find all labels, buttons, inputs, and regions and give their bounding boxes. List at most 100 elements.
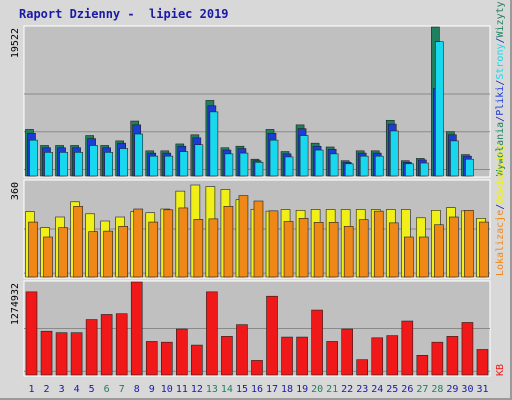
bar-kb-day-26 xyxy=(401,320,414,376)
bar-files-day-11 xyxy=(179,151,189,177)
x-tick-label: 27 xyxy=(416,384,428,395)
legend-entry: Strony xyxy=(495,44,506,80)
x-tick-label: 8 xyxy=(134,384,140,395)
x-tick-label: 21 xyxy=(326,384,338,395)
bar-sites-day-16 xyxy=(253,200,264,278)
x-tick-label: 24 xyxy=(371,384,383,395)
bar-files-day-28 xyxy=(435,41,444,177)
x-tick-label: 9 xyxy=(149,384,155,395)
bar-sites-day-19 xyxy=(298,218,309,278)
bar-sites-day-27 xyxy=(419,236,429,278)
x-tick-label: 7 xyxy=(119,384,125,395)
bar-files-day-20 xyxy=(314,149,324,177)
bar-kb-day-31 xyxy=(476,349,489,376)
bar-sites-day-28 xyxy=(434,224,444,278)
legend-entry: / xyxy=(495,116,506,122)
bar-kb-day-18 xyxy=(281,336,293,376)
bar-kb-day-14 xyxy=(221,336,233,376)
x-tick-label: 20 xyxy=(311,384,323,395)
legend-middle: Lokalizacje/Odwiedziny xyxy=(495,144,506,276)
bar-sites-day-14 xyxy=(223,206,234,278)
bar-sites-day-20 xyxy=(313,222,324,278)
bar-sites-day-22 xyxy=(343,226,354,278)
bar-files-day-18 xyxy=(284,156,294,177)
bar-kb-day-13 xyxy=(206,291,218,376)
legend-entry: Wywołania xyxy=(495,122,506,176)
bar-files-day-26 xyxy=(405,163,414,177)
bar-files-day-27 xyxy=(420,162,429,177)
legend-entry: / xyxy=(495,80,506,86)
bar-sites-day-18 xyxy=(283,221,294,278)
x-tick-label: 1 xyxy=(29,384,35,395)
bar-sites-day-9 xyxy=(148,221,159,278)
bar-files-day-30 xyxy=(465,158,474,177)
legend-entry: Pliki xyxy=(495,86,506,116)
bar-sites-day-13 xyxy=(208,218,219,278)
bar-files-day-4 xyxy=(74,152,83,177)
x-tick-label: 10 xyxy=(161,384,173,395)
bar-kb-day-22 xyxy=(341,328,353,376)
bar-sites-day-30 xyxy=(464,210,474,278)
bar-files-day-2 xyxy=(44,152,53,177)
bar-kb-day-29 xyxy=(446,336,459,376)
bar-kb-day-1 xyxy=(25,291,38,376)
bar-kb-day-12 xyxy=(191,344,203,376)
bar-files-day-12 xyxy=(194,144,204,177)
bar-sites-day-15 xyxy=(238,195,249,278)
legend-entry: / xyxy=(495,37,506,43)
legend-entry: KB xyxy=(495,364,506,376)
legend-top: Wywołania/Pliki/Strony/Wizyty xyxy=(495,1,506,176)
bar-kb-day-7 xyxy=(115,313,128,376)
bar-sites-day-6 xyxy=(103,230,113,278)
bar-sites-day-5 xyxy=(88,231,98,278)
bar-files-day-15 xyxy=(239,152,249,177)
x-tick-label: 30 xyxy=(461,384,473,395)
bar-kb-day-5 xyxy=(85,319,98,376)
bar-kb-day-24 xyxy=(371,337,384,376)
bar-sites-day-8 xyxy=(133,208,144,278)
x-tick-label: 11 xyxy=(176,384,188,395)
bar-sites-day-2 xyxy=(43,236,53,278)
bar-kb-day-17 xyxy=(266,295,278,376)
legend-entry: Odwiedziny xyxy=(495,144,506,204)
x-tick-label: 28 xyxy=(431,384,443,395)
bar-sites-day-23 xyxy=(358,219,369,278)
legend-entry: Wizyty xyxy=(495,1,506,37)
y-max-label-middle: 360 xyxy=(10,182,21,200)
bar-kb-day-25 xyxy=(386,335,399,376)
bar-kb-day-8 xyxy=(130,281,143,376)
bar-sites-day-11 xyxy=(178,207,189,278)
y-max-label-top: 19522 xyxy=(10,28,21,58)
bar-kb-day-30 xyxy=(461,322,474,376)
bar-files-day-13 xyxy=(209,111,219,177)
bar-kb-day-4 xyxy=(70,332,83,376)
x-tick-label: 15 xyxy=(236,384,248,395)
y-max-label-bottom: 1274932 xyxy=(10,283,21,325)
x-tick-label: 4 xyxy=(74,384,80,395)
chart-title: Raport Dzienny - lipiec 2019 xyxy=(19,7,229,21)
legend-entry: Lokalizacje xyxy=(495,210,506,276)
x-tick-label: 13 xyxy=(206,384,218,395)
x-tick-label: 16 xyxy=(251,384,263,395)
bar-files-day-19 xyxy=(299,135,309,177)
bar-sites-day-25 xyxy=(388,222,399,278)
x-tick-label: 26 xyxy=(401,384,413,395)
x-tick-label: 31 xyxy=(476,384,488,395)
bar-files-day-16 xyxy=(254,161,264,177)
x-tick-label: 25 xyxy=(386,384,398,395)
bar-sites-day-1 xyxy=(28,221,38,278)
bar-sites-day-26 xyxy=(404,236,414,278)
bar-files-day-29 xyxy=(450,140,459,177)
x-tick-label: 5 xyxy=(89,384,95,395)
bar-files-day-22 xyxy=(344,163,354,177)
bar-sites-day-7 xyxy=(118,226,128,278)
bar-sites-day-10 xyxy=(163,209,174,278)
bar-sites-day-17 xyxy=(268,210,279,278)
bar-files-day-6 xyxy=(104,152,113,177)
legend-entry: / xyxy=(495,204,506,210)
bar-files-day-8 xyxy=(134,133,144,177)
bar-files-day-5 xyxy=(89,145,98,177)
bar-files-day-25 xyxy=(389,130,399,177)
bar-files-day-7 xyxy=(119,148,128,177)
